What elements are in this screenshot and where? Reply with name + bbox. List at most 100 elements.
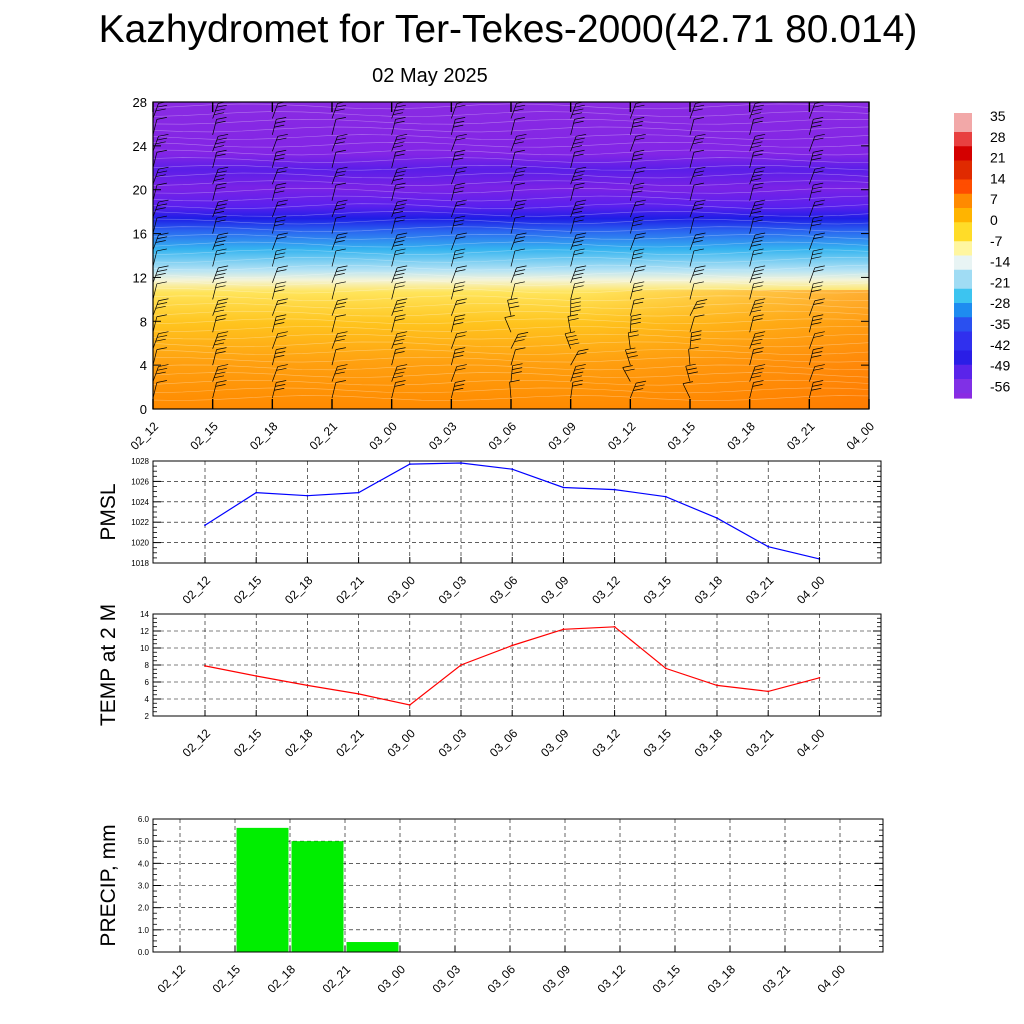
wind-barb (808, 281, 824, 300)
wind-barb-flag (274, 223, 285, 227)
wind-barb-flag (276, 182, 287, 186)
wind-barb-flag (156, 117, 167, 120)
wind-barb-flag (394, 174, 405, 178)
y-tick-label: 1018 (131, 559, 149, 568)
wind-barb-flag (453, 256, 464, 260)
wind-barb (510, 133, 527, 152)
wind-barb-staff (570, 152, 575, 168)
series-point (818, 676, 821, 679)
colorbar-swatch (954, 132, 972, 138)
contour-line (153, 257, 869, 263)
heatmap-y-tick-label: 28 (133, 95, 147, 110)
wind-barb-flag (752, 371, 763, 375)
wind-barb-flag (216, 104, 227, 108)
wind-barb (212, 232, 229, 251)
wind-barb-staff (868, 183, 869, 185)
wind-barb-flag (515, 347, 526, 351)
contour-line (153, 157, 869, 163)
wind-barb-flag (686, 367, 697, 371)
wind-barb-flag (691, 330, 702, 334)
wind-barb-flag (215, 207, 226, 210)
wind-barb-flag (274, 190, 285, 194)
wind-barb-flag (695, 133, 706, 137)
wind-barb-staff (570, 250, 575, 267)
wind-barb-flag (811, 289, 822, 292)
wind-barb-flag (275, 285, 286, 289)
wind-barb-flag (158, 364, 169, 367)
colorbar-swatch (954, 203, 972, 209)
wind-barb-flag (453, 124, 464, 128)
wind-barb-flag (456, 166, 467, 170)
wind-barb (510, 182, 525, 201)
wind-barb (450, 215, 466, 234)
wind-barb (570, 232, 587, 251)
wind-barb-flag (156, 281, 167, 285)
y-axis-title: PMSL (97, 483, 120, 540)
wind-barb-flag (635, 166, 646, 170)
wind-barb (749, 215, 764, 234)
wind-barb-flag (570, 301, 581, 305)
contour-line (153, 349, 869, 355)
series-point (408, 704, 411, 706)
wind-barb-flag (274, 124, 285, 128)
wind-barb (627, 330, 639, 349)
wind-barb-flag (276, 302, 287, 305)
wind-barb-staff (451, 333, 458, 349)
wind-barb-flag (755, 232, 766, 236)
wind-barb-flag (516, 133, 527, 137)
y-tick-label: 1024 (131, 498, 149, 507)
wind-barb-staff (331, 103, 338, 119)
wind-barb (509, 379, 520, 399)
wind-barb-flag (752, 174, 763, 178)
wind-barb-flag (628, 334, 639, 338)
colorbar-swatch (954, 260, 972, 266)
wind-barb-flag (512, 367, 523, 370)
wind-barb-flag (334, 108, 345, 112)
wind-barb-staff (212, 185, 217, 201)
wind-barb-flag (274, 256, 285, 260)
wind-barb-flag (692, 141, 703, 145)
wind-barb (564, 331, 580, 349)
wind-barb-flag (635, 199, 646, 203)
wind-barb-flag (157, 203, 168, 207)
wind-barb-staff (868, 380, 869, 382)
series-point (562, 486, 565, 489)
wind-barb-staff (331, 283, 337, 300)
precip-bar (291, 841, 344, 952)
wind-barb-flag (397, 166, 408, 170)
wind-barb-flag (395, 149, 406, 153)
heatmap-x-tick-label: 03_18 (724, 419, 758, 453)
wind-barb (570, 248, 585, 267)
y-tick-label: 4 (145, 695, 150, 704)
wind-barb-staff (630, 103, 637, 119)
wind-barb-flag (813, 137, 824, 141)
wind-barb-staff (331, 349, 337, 366)
wind-barb (153, 166, 169, 185)
wind-barb-flag (276, 117, 287, 120)
wind-barb-staff (451, 366, 458, 382)
wind-barb-flag (750, 375, 762, 379)
wind-barb-flag (752, 273, 763, 276)
wind-barb (504, 315, 515, 333)
wind-barb-flag (453, 322, 464, 325)
wind-barb-flag (573, 141, 584, 145)
colorbar-swatch (954, 284, 972, 290)
wind-barb-flag (622, 365, 633, 368)
wind-barb-flag (455, 367, 466, 371)
wind-barb-staff (451, 201, 458, 218)
wind-barb-staff (868, 347, 869, 349)
x-tick-label: 04_00 (794, 726, 828, 760)
wind-barb-flag (455, 314, 466, 318)
wind-barb-flag (568, 318, 579, 321)
wind-barb-flag (215, 108, 226, 112)
series-point (255, 675, 258, 677)
series-point (767, 545, 770, 548)
wind-barb-flag (454, 318, 465, 321)
x-tick-label: 03_21 (743, 573, 777, 607)
wind-barb-staff (153, 316, 158, 333)
wind-barb-flag (572, 379, 583, 383)
wind-barb-flag (334, 207, 345, 210)
wind-barb-flag (634, 203, 645, 207)
wind-barb-staff (567, 316, 572, 333)
wind-barb-flag (567, 338, 578, 342)
